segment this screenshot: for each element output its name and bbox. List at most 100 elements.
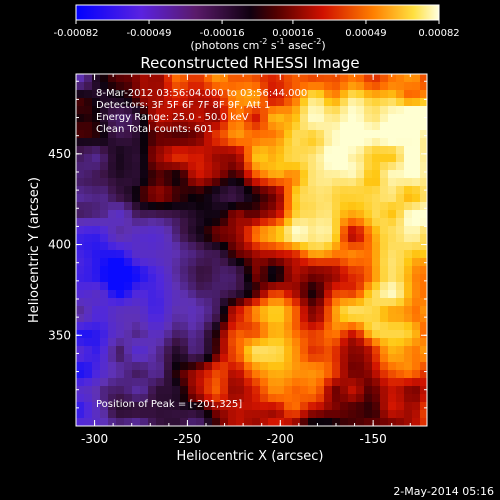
heatmap-cell xyxy=(228,330,236,338)
heatmap-cell xyxy=(108,90,116,98)
heatmap-cell xyxy=(420,386,427,394)
heatmap-cell xyxy=(276,178,284,186)
heatmap-cell xyxy=(324,274,332,282)
heatmap-cell xyxy=(364,274,372,282)
heatmap-cell xyxy=(108,146,116,154)
heatmap-cell xyxy=(364,138,372,146)
heatmap-cell xyxy=(332,178,340,186)
heatmap-cell xyxy=(404,106,412,114)
heatmap-cell xyxy=(316,250,324,258)
heatmap-cell xyxy=(148,418,156,426)
heatmap-cell xyxy=(244,370,252,378)
heatmap-cell xyxy=(164,250,172,258)
heatmap-cell xyxy=(92,138,100,146)
heatmap-cell xyxy=(76,218,84,226)
heatmap-cell xyxy=(220,378,228,386)
heatmap-cell xyxy=(284,170,292,178)
heatmap-cell xyxy=(388,98,396,106)
heatmap-cell xyxy=(172,258,180,266)
heatmap-cell xyxy=(148,346,156,354)
heatmap-cell xyxy=(268,122,276,130)
heatmap-cell xyxy=(220,218,228,226)
heatmap-cell xyxy=(172,394,180,402)
heatmap-cell xyxy=(196,162,204,170)
heatmap-cell xyxy=(372,258,380,266)
heatmap-cell xyxy=(140,122,148,130)
heatmap-cell xyxy=(180,290,188,298)
heatmap-cell xyxy=(364,170,372,178)
heatmap-cell xyxy=(100,266,108,274)
heatmap-cell xyxy=(252,346,260,354)
heatmap-cell xyxy=(364,234,372,242)
heatmap-cell xyxy=(308,122,316,130)
heatmap-cell xyxy=(156,258,164,266)
heatmap-cell xyxy=(396,90,404,98)
heatmap-cell xyxy=(388,242,396,250)
heatmap-cell xyxy=(148,362,156,370)
heatmap-cell xyxy=(284,242,292,250)
heatmap-cell xyxy=(212,258,220,266)
heatmap-cell xyxy=(212,98,220,106)
heatmap-cell xyxy=(228,170,236,178)
heatmap-cell xyxy=(380,354,388,362)
heatmap-cell xyxy=(84,138,92,146)
heatmap-cell xyxy=(316,386,324,394)
heatmap-cell xyxy=(380,410,388,418)
heatmap-cell xyxy=(132,74,140,82)
heatmap-cell xyxy=(252,338,260,346)
heatmap-cell xyxy=(260,362,268,370)
heatmap-cell xyxy=(276,82,284,90)
heatmap-cell xyxy=(372,98,380,106)
heatmap-cell xyxy=(156,138,164,146)
heatmap-cell xyxy=(348,178,356,186)
heatmap-cell xyxy=(156,218,164,226)
heatmap-cell xyxy=(244,282,252,290)
heatmap-cell xyxy=(84,154,92,162)
heatmap-cell xyxy=(172,330,180,338)
heatmap-cell xyxy=(100,202,108,210)
heatmap-cell xyxy=(372,114,380,122)
heatmap-cell xyxy=(348,330,356,338)
heatmap-cell xyxy=(284,410,292,418)
heatmap-cell xyxy=(260,90,268,98)
heatmap-cell xyxy=(324,226,332,234)
heatmap-cell xyxy=(396,266,404,274)
heatmap-cell xyxy=(340,90,348,98)
heatmap-cell xyxy=(196,90,204,98)
heatmap-cell xyxy=(364,98,372,106)
heatmap-cell xyxy=(284,282,292,290)
heatmap-cell xyxy=(140,322,148,330)
heatmap-cell xyxy=(388,250,396,258)
heatmap-cell xyxy=(268,234,276,242)
heatmap-cell xyxy=(252,226,260,234)
plot-frame xyxy=(75,73,428,427)
heatmap-cell xyxy=(276,258,284,266)
heatmap-cell xyxy=(148,378,156,386)
heatmap-cell xyxy=(372,74,380,82)
heatmap-cell xyxy=(228,226,236,234)
heatmap-cell xyxy=(156,162,164,170)
heatmap-cell xyxy=(92,250,100,258)
heatmap-cell xyxy=(284,250,292,258)
heatmap-cell xyxy=(412,106,420,114)
heatmap-cell xyxy=(212,322,220,330)
heatmap-cell xyxy=(284,114,292,122)
heatmap-cell xyxy=(412,194,420,202)
heatmap-cell xyxy=(236,394,244,402)
heatmap-cell xyxy=(324,250,332,258)
heatmap-cell xyxy=(324,330,332,338)
x-axis-label: Heliocentric X (arcsec) xyxy=(177,449,324,464)
heatmap-cell xyxy=(180,330,188,338)
heatmap-cell xyxy=(92,338,100,346)
heatmap-cell xyxy=(180,314,188,322)
heatmap-cell xyxy=(268,242,276,250)
heatmap-cell xyxy=(244,106,252,114)
heatmap-cell xyxy=(332,138,340,146)
heatmap-cell xyxy=(348,186,356,194)
heatmap-cell xyxy=(84,234,92,242)
heatmap-cell xyxy=(228,162,236,170)
heatmap-cell xyxy=(204,346,212,354)
heatmap-cell xyxy=(364,186,372,194)
heatmap-cell xyxy=(284,394,292,402)
heatmap-cell xyxy=(324,170,332,178)
